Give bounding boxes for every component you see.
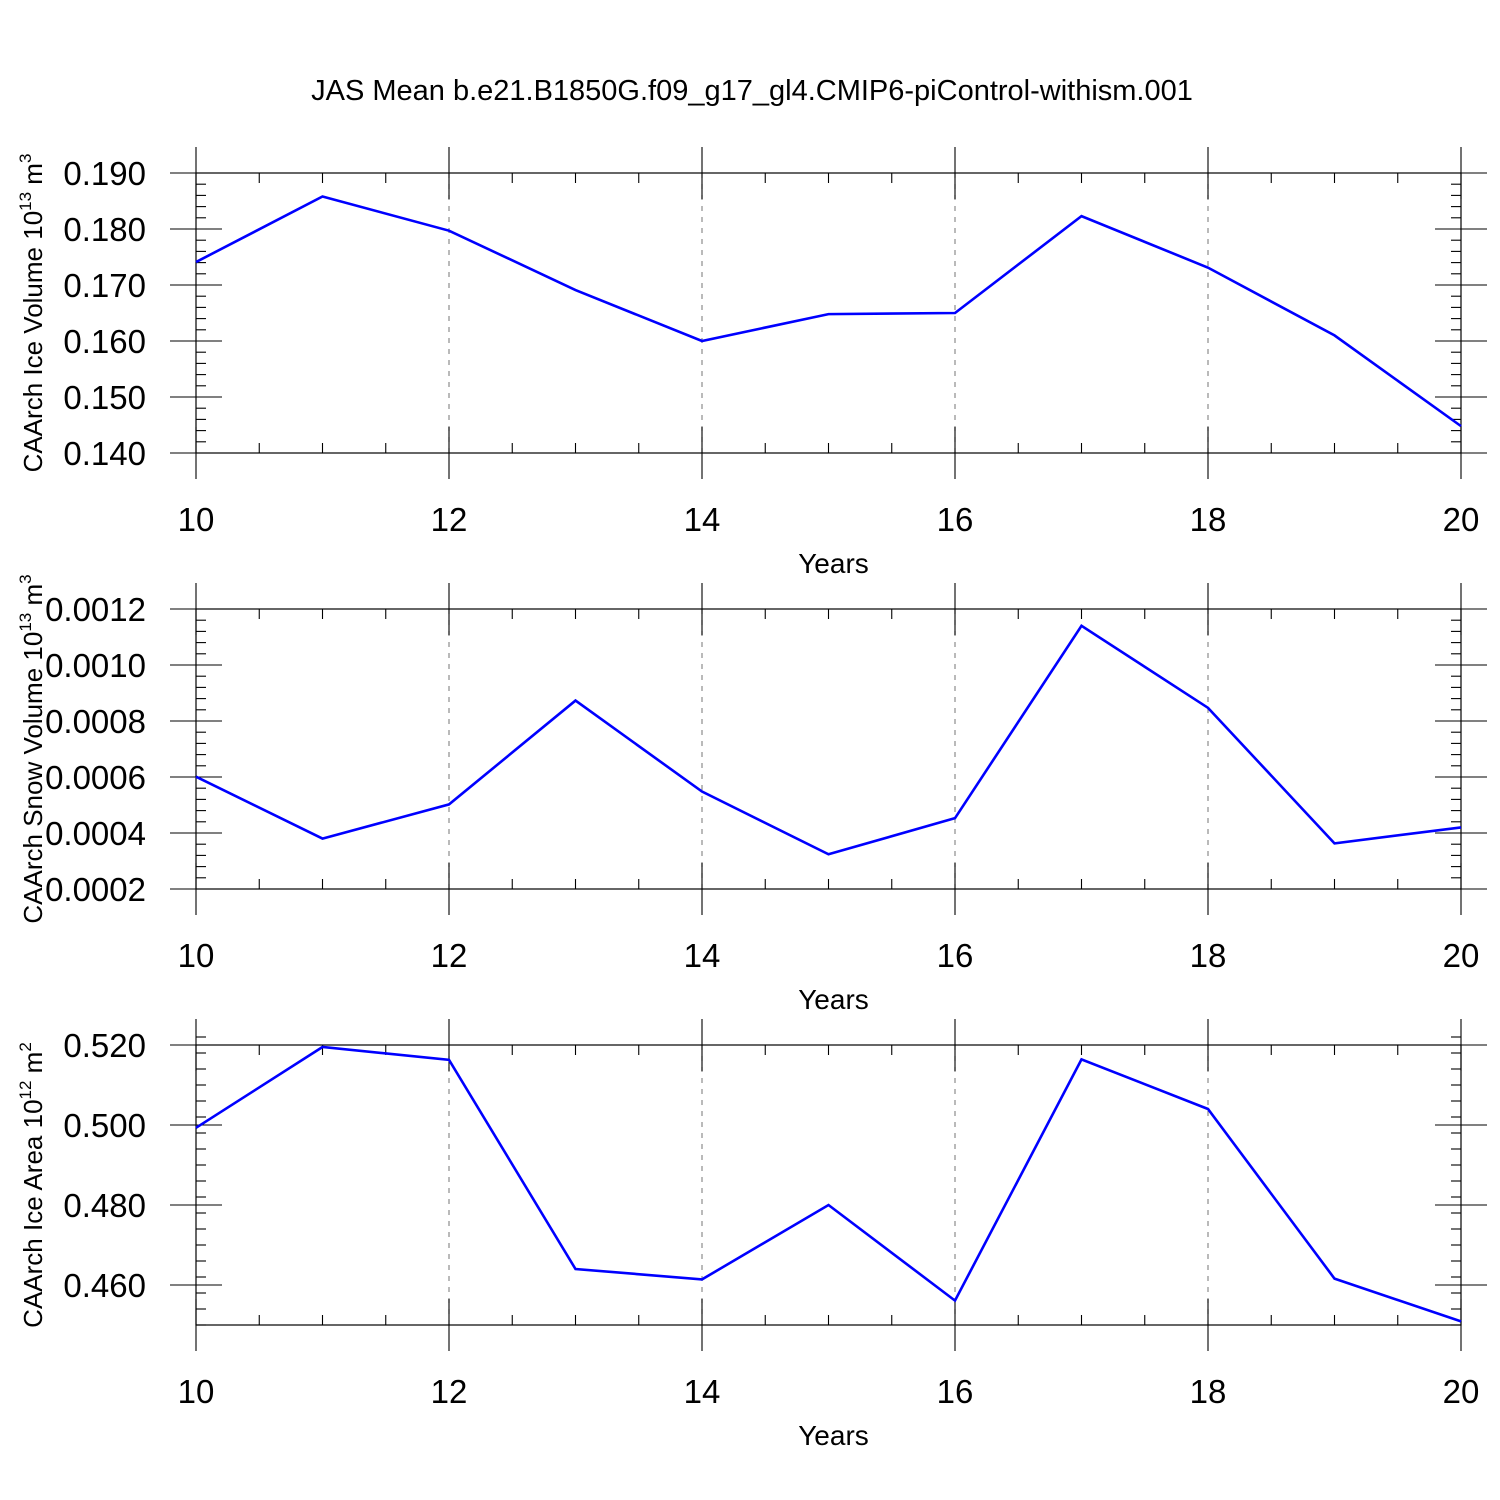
plot-frame [195,608,1462,890]
y-tick-label: 0.0006 [45,759,146,796]
y-axis-label-unit-exponent: 2 [16,1042,35,1051]
y-axis-label-unit: m [18,584,48,613]
x-tick-label: 20 [1443,1373,1480,1410]
y-tick-label: 0.0010 [45,647,146,684]
x-tick-label: 10 [178,937,215,974]
chart-panel-3: 10 12 14 16 18 20 0.460 0.480 0.500 0.520 Years CAA… [16,1019,1487,1451]
x-tick-label: 10 [178,501,215,538]
x-tick-label: 16 [937,937,974,974]
y-tick-label: 0.460 [63,1267,146,1304]
y-tick-label: 0.190 [63,155,146,192]
y-axis-label: CAArch Ice Area 1012 m2 [16,1042,48,1328]
x-tick-label: 18 [1190,937,1227,974]
y-axis-label-unit: m [18,163,48,192]
y-tick-label: 0.480 [63,1187,146,1224]
series-line [195,624,1462,856]
y-axis-label: CAArch Snow Volume 1013 m3 [16,574,48,923]
y-tick-label: 0.180 [63,211,146,248]
y-tick-label: 0.170 [63,267,146,304]
y-tick-label: 0.150 [63,379,146,416]
y-tick-label: 0.0008 [45,703,146,740]
y-axis-label-exponent: 13 [16,192,35,211]
y-tick-label: 0.0012 [45,591,146,628]
series-line [195,195,1462,428]
y-tick-label: 0.0002 [45,871,146,908]
x-tick-label: 16 [937,501,974,538]
figure-title: JAS Mean b.e21.B1850G.f09_g17_gl4.CMIP6-… [311,75,1193,107]
x-axis-label: Years [798,1420,869,1451]
x-tick-label: 12 [431,937,468,974]
y-tick-label: 0.500 [63,1107,146,1144]
y-axis-label-exponent: 13 [16,613,35,632]
x-tick-label: 18 [1190,1373,1227,1410]
chart-panel-1: 10 12 14 16 18 20 0.140 0.150 0.160 0.170 0.180 0.1… [16,147,1487,579]
x-tick-label: 18 [1190,501,1227,538]
y-tick-label: 0.0004 [45,815,146,852]
plot-frame [195,1044,1462,1326]
y-axis-label-unit-exponent: 3 [16,574,35,583]
x-tick-label: 12 [431,1373,468,1410]
y-axis-label-text: CAArch Ice Area 10 [18,1099,48,1327]
y-axis-label-text: CAArch Ice Volume 10 [18,211,48,473]
panels: 10 12 14 16 18 20 0.140 0.150 0.160 0.170 0.180 0.1… [16,147,1487,1451]
x-tick-label: 14 [684,937,721,974]
y-axis-label-text: CAArch Snow Volume 10 [18,632,48,924]
series-line [195,1045,1462,1323]
y-axis-label-exponent: 12 [16,1081,35,1100]
x-tick-label: 10 [178,1373,215,1410]
x-axis-label: Years [798,548,869,579]
chart-panel-2: 10 12 14 16 18 20 0.0002 0.0004 0.0006 0.0008 0.00… [16,574,1487,1015]
x-tick-label: 14 [684,1373,721,1410]
y-tick-label: 0.160 [63,323,146,360]
x-axis-label: Years [798,984,869,1015]
x-tick-label: 16 [937,1373,974,1410]
y-axis-label-unit-exponent: 3 [16,154,35,163]
y-tick-label: 0.520 [63,1027,146,1064]
y-axis-label-unit: m [18,1052,48,1081]
y-tick-label: 0.140 [63,435,146,472]
x-tick-label: 20 [1443,937,1480,974]
x-tick-label: 20 [1443,501,1480,538]
x-tick-label: 12 [431,501,468,538]
x-tick-label: 14 [684,501,721,538]
y-axis-label: CAArch Ice Volume 1013 m3 [16,154,48,473]
